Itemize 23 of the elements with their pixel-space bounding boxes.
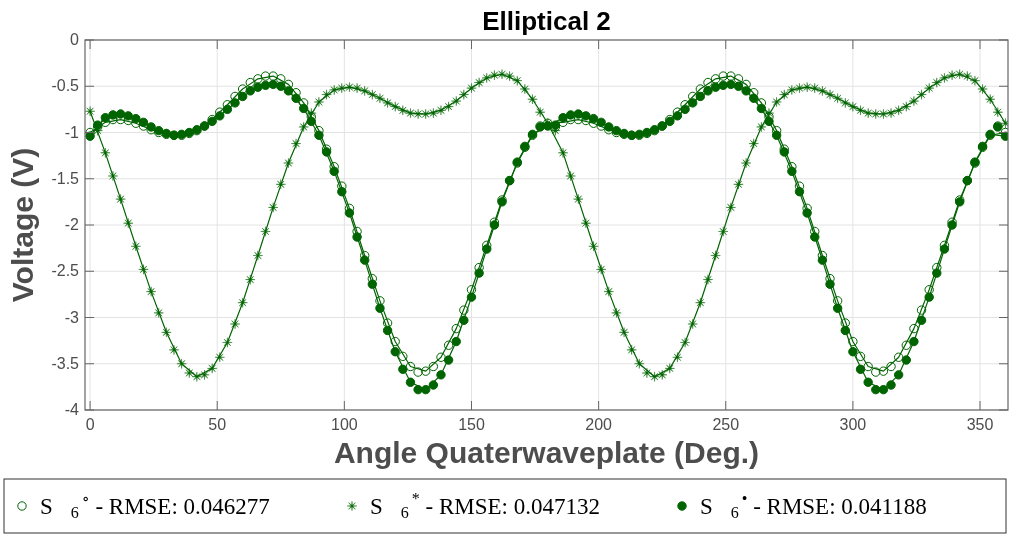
x-tick-label: 100	[331, 416, 358, 433]
x-tick-label: 200	[585, 416, 613, 433]
y-tick-label: -3.5	[51, 354, 80, 372]
y-tick-label: -4	[64, 401, 80, 418]
y-tick-label: -2	[64, 216, 80, 233]
y-tick-label: -1.5	[51, 169, 80, 187]
y-tick-label: -3	[64, 308, 80, 326]
legend-label: S⃗$_{6}$$^{•}$ - RMSE: 0.041188	[700, 490, 927, 521]
y-tick-label: -2.5	[51, 262, 80, 280]
y-tick-label: 0	[70, 31, 80, 48]
x-tick-label: 300	[839, 416, 867, 433]
y-tick-label: -1	[64, 123, 80, 141]
chart-title: Elliptical 2	[482, 6, 611, 36]
y-axis-title: Voltage (V)	[6, 147, 39, 303]
legend-label: S⃗$_{6}$$^{∘}$ - RMSE: 0.046277	[40, 490, 270, 521]
x-tick-label: 250	[712, 416, 740, 433]
legend-label: S⃗$_{6}$$^{*}$ - RMSE: 0.047132	[370, 490, 600, 521]
x-tick-label: 350	[966, 416, 994, 433]
x-tick-label: 50	[208, 416, 227, 433]
x-axis-title: Angle Quaterwaveplate (Deg.)	[333, 436, 760, 469]
x-tick-label: 0	[85, 416, 95, 433]
y-tick-label: -0.5	[51, 77, 80, 95]
x-tick-label: 150	[458, 416, 485, 433]
